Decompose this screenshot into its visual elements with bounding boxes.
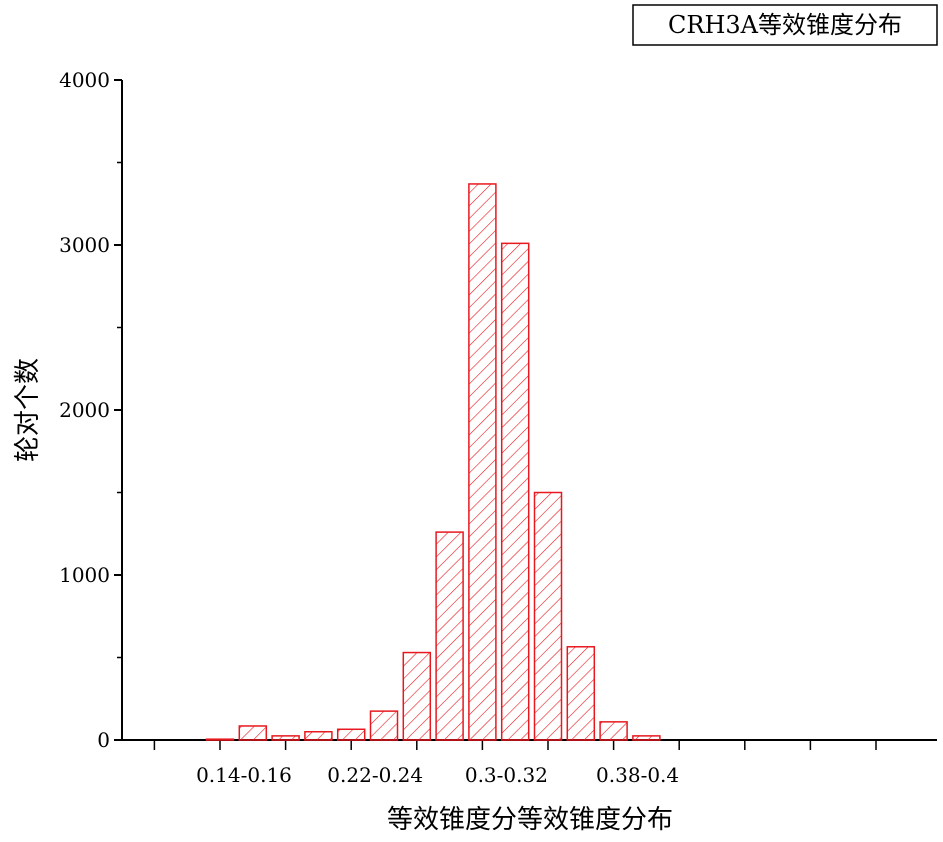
bar [468, 183, 497, 741]
y-axis-label: 轮对个数 [13, 358, 43, 462]
bar [238, 725, 268, 741]
bar [205, 738, 235, 741]
bar [271, 735, 300, 741]
bar [566, 646, 596, 741]
y-tick-label: 0 [97, 728, 110, 752]
bar [632, 735, 661, 741]
y-tick-label: 2000 [59, 398, 110, 422]
x-tick-label: 0.3-0.32 [465, 763, 548, 787]
bar [369, 710, 399, 741]
x-tick-label: 0.38-0.4 [596, 763, 679, 787]
x-axis-label: 等效锥度分等效锥度分布 [387, 805, 673, 835]
chart-title: CRH3A等效锥度分布 [668, 11, 902, 39]
bar [304, 731, 333, 741]
bar [336, 728, 366, 741]
y-tick-label: 3000 [59, 233, 110, 257]
bar [402, 651, 432, 741]
bar [435, 531, 464, 741]
y-tick-label: 1000 [59, 563, 110, 587]
x-tick-label: 0.22-0.24 [327, 763, 423, 787]
bar [599, 721, 628, 741]
y-tick-label: 4000 [59, 68, 110, 92]
bar [500, 242, 530, 741]
x-tick-label: 0.14-0.16 [196, 763, 292, 787]
bar [533, 491, 563, 741]
title-box [632, 4, 938, 46]
